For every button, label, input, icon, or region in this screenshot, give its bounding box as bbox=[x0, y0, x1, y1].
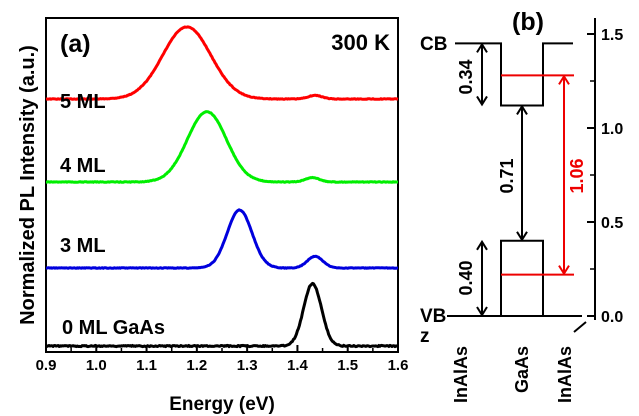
x-tick-label: 1.6 bbox=[388, 357, 409, 374]
bandgap-arrow-head-top bbox=[516, 104, 528, 115]
series-label: 5 ML bbox=[60, 91, 106, 113]
temperature-annotation: 300 K bbox=[331, 30, 390, 55]
y-axis-title: Normalized PL Intensity (a.u.) bbox=[17, 45, 39, 325]
energy-tick-label: 0.0 bbox=[601, 309, 623, 326]
bottom-label-left-barrier: InAlAs bbox=[451, 346, 471, 403]
x-tick-label: 1.0 bbox=[86, 357, 107, 374]
panel-b-label: (b) bbox=[512, 8, 544, 36]
series-label: 4 ML bbox=[60, 155, 106, 177]
cb-offset-arrow-head-bottom bbox=[476, 95, 488, 107]
energy-tick-label: 0.5 bbox=[601, 215, 623, 232]
transition-energy-label: 1.06 bbox=[567, 158, 587, 193]
pl-curve-3-ml bbox=[45, 208, 399, 270]
x-tick-label: 1.1 bbox=[136, 357, 157, 374]
vb-offset-arrow-head-bottom bbox=[476, 306, 488, 317]
vb-offset-arrow-head-top bbox=[476, 239, 488, 251]
z-axis-arrowhead bbox=[573, 321, 587, 333]
panel-a-frame bbox=[45, 17, 399, 353]
energy-tick-label: 1.0 bbox=[601, 121, 623, 138]
bandgap-arrow-head-bottom bbox=[516, 231, 528, 242]
bottom-label-well: GaAs bbox=[512, 346, 532, 393]
x-tick-label: 1.4 bbox=[287, 357, 309, 374]
panel-a-series-labels: 5 ML 4 ML 3 ML 0 ML GaAs bbox=[60, 91, 165, 339]
panel-b: (b) 0.0 0.5 1.0 1.5 CB VB z InAlAs GaAs InA… bbox=[420, 8, 623, 403]
panel-a-label: (a) bbox=[60, 30, 91, 58]
series-label: 0 ML GaAs bbox=[62, 317, 165, 339]
bandgap-label: 0.71 bbox=[497, 158, 517, 193]
transition-arrow-head-bottom bbox=[558, 265, 570, 276]
transition-arrow-head-top bbox=[558, 74, 570, 85]
series-label: 3 ML bbox=[60, 235, 106, 257]
energy-tick-label: 1.5 bbox=[601, 27, 623, 44]
cb-label: CB bbox=[420, 34, 447, 55]
x-tick-label: 0.9 bbox=[36, 357, 57, 374]
x-tick-label: 1.3 bbox=[237, 357, 258, 374]
pl-curve-4-ml bbox=[45, 110, 399, 184]
vb-offset-label: 0.40 bbox=[456, 260, 476, 295]
panel-b-energy-axis: 0.0 0.5 1.0 1.5 bbox=[587, 18, 623, 326]
z-axis-label: z bbox=[420, 326, 430, 347]
pl-curve-5-ml bbox=[45, 25, 399, 101]
cb-offset-arrow-head-top bbox=[476, 42, 488, 53]
vb-label: VB bbox=[420, 306, 446, 327]
band-diagram bbox=[447, 42, 587, 333]
x-tick-label: 1.5 bbox=[337, 357, 358, 374]
bottom-label-right-barrier: InAlAs bbox=[555, 346, 575, 403]
pl-curve-0-ml-gaas bbox=[45, 281, 399, 349]
cb-offset-label: 0.34 bbox=[456, 59, 476, 94]
panel-a-curves bbox=[45, 25, 399, 349]
x-tick-label: 1.2 bbox=[186, 357, 207, 374]
panel-a: 0.9 1.0 1.1 1.2 1.3 1.4 1.5 1.6 5 ML 4 ML 3 ML 0 M… bbox=[17, 17, 409, 415]
panel-a-x-ticks: 0.9 1.0 1.1 1.2 1.3 1.4 1.5 1.6 bbox=[36, 345, 409, 374]
x-axis-title: Energy (eV) bbox=[169, 394, 275, 415]
